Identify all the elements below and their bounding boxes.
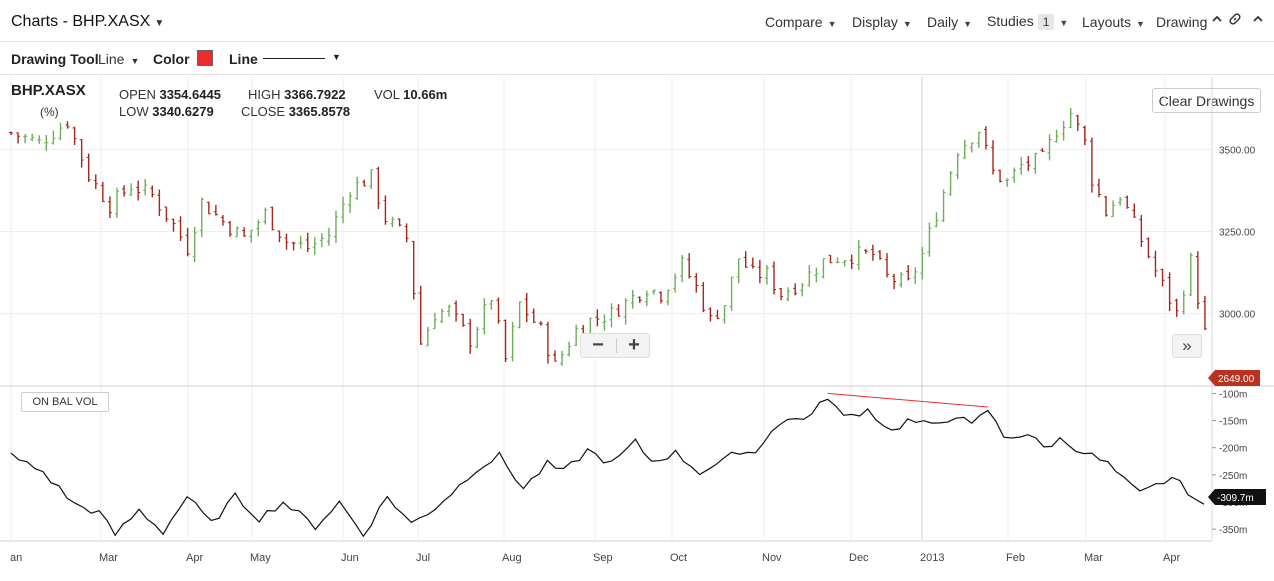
drawing-toolbar: Drawing Tool Line ▼ Color Line Clear Draw… [0,42,1274,113]
drawing-tool-label: Drawing Tool [11,51,99,67]
y-tick-label: 3000.00 [1219,310,1256,321]
compare-menu[interactable]: Compare ▼ [765,14,837,30]
layouts-menu-label: Layouts [1082,14,1132,30]
current-price-label: 2649.00 [1218,374,1255,385]
caret-down-icon: ▼ [902,19,912,29]
x-tick-label: Feb [1006,552,1025,564]
link-icon[interactable] [1228,12,1242,29]
chart-symbol: BHP.XASX [11,82,86,99]
y-tick-label: 3500.00 [1219,145,1256,156]
caret-down-icon: ▼ [154,18,165,29]
obv-y-tick-label: -350m [1219,525,1247,536]
low-value: 3340.6279 [152,104,214,119]
drawn-trend-line[interactable] [827,392,988,408]
caret-down-icon: ▼ [827,19,837,29]
clear-drawings-button[interactable]: Clear Drawings [1152,88,1261,113]
zoom-controls: − + [580,333,650,358]
line-style-sample[interactable] [263,58,325,59]
x-tick-label: Jun [341,552,359,564]
caret-down-icon: ▼ [1136,19,1145,29]
obv-y-tick-label: -100m [1219,389,1247,400]
x-tick-label: Apr [1163,552,1180,564]
chevron-up-icon[interactable] [1211,12,1223,28]
drawing-tool-select[interactable]: Line ▼ [98,51,139,67]
indicator-label[interactable]: ON BAL VOL [21,392,109,412]
color-label: Color [153,51,190,67]
x-tick-label: Sep [593,552,613,564]
chevron-up-icon[interactable] [1252,12,1264,28]
low-label: LOW [119,104,149,119]
layouts-menu[interactable]: Layouts ▼ [1082,14,1145,30]
x-tick-label: Oct [670,552,687,564]
display-menu[interactable]: Display ▼ [852,14,912,30]
studies-menu-label: Studies [987,13,1034,29]
open-label: OPEN [119,87,156,102]
x-tick-label: Mar [99,552,118,564]
close-value: 3365.8578 [288,104,351,119]
x-tick-label: Mar [1084,552,1103,564]
current-price-tag [1208,370,1260,386]
x-tick-label: Apr [186,552,203,564]
zoom-divider [616,338,617,353]
line-style-label: Line [229,51,258,67]
close-label: CLOSE [241,104,286,119]
high-label: HIGH [248,87,281,102]
volume-label: VOL [374,87,400,102]
obv-y-tick-label: -200m [1219,444,1247,455]
high-value: 3366.7922 [284,87,346,102]
x-tick-label: Dec [849,552,869,564]
drawing-menu-label: Drawing [1156,14,1208,30]
x-tick-label: an [10,552,22,564]
high-readout: HIGH 3366.7922 [248,87,346,102]
close-readout: CLOSE 3365.8578 [241,104,350,119]
caret-down-icon: ▼ [1059,18,1069,28]
x-tick-label: Aug [502,552,522,564]
drawing-menu[interactable]: Drawing [1156,14,1207,30]
chart-unit: (%) [40,105,59,119]
double-chevron-right-icon[interactable]: » [1172,334,1202,358]
caret-down-icon: ▼ [963,19,973,29]
zoom-out-button[interactable]: − [592,334,604,356]
x-tick-label: May [250,552,271,564]
caret-down-icon: ▼ [130,56,140,66]
compare-menu-label: Compare [765,14,823,30]
zoom-in-button[interactable]: + [628,334,640,356]
volume-readout: VOL 10.66m [374,87,447,102]
open-readout: OPEN 3354.6445 [119,87,221,102]
periodicity-menu-label: Daily [927,14,959,30]
color-swatch[interactable] [197,50,213,66]
volume-value: 10.66m [403,87,448,102]
periodicity-menu[interactable]: Daily ▼ [927,14,972,30]
current-obv-tag [1208,489,1266,505]
chart-title: Charts - BHP.XASX [11,13,151,30]
studies-count-badge: 1 [1037,14,1055,30]
x-tick-label: Jul [416,552,430,564]
top-bar: Charts - BHP.XASX ▼ Compare ▼ Display ▼ Dai… [0,0,1274,42]
open-value: 3354.6445 [159,87,221,102]
chart-title-dropdown[interactable]: Charts - BHP.XASX ▼ [11,13,164,31]
low-readout: LOW 3340.6279 [119,104,214,119]
current-obv-label: -309.7m [1217,493,1254,504]
display-menu-label: Display [852,14,898,30]
studies-menu[interactable]: Studies 1 ▼ [987,13,1068,30]
x-tick-label: Nov [762,552,782,564]
obv-line [10,398,1205,538]
obv-y-tick-label: -250m [1219,471,1247,482]
y-tick-label: 3250.00 [1219,228,1256,239]
obv-y-tick-label: -150m [1219,417,1247,428]
caret-down-icon[interactable]: ▼ [332,52,341,62]
drawing-tool-value: Line [98,51,125,67]
x-tick-label: 2013 [920,552,944,564]
